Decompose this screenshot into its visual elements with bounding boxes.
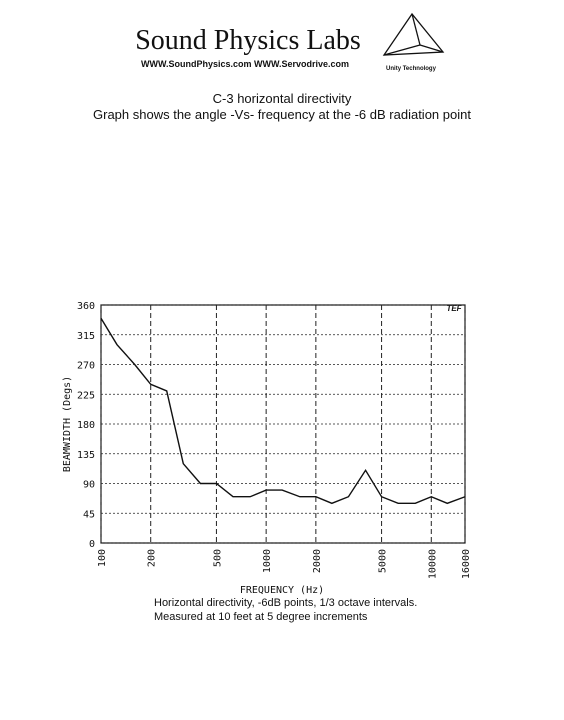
data-line — [100, 317, 466, 505]
logo-text: TEF — [446, 304, 462, 313]
tagline: Unity Technology — [386, 66, 437, 72]
x-axis-label: FREQUENCY (Hz) — [240, 585, 324, 596]
x-tick-label: 10000 — [427, 549, 438, 579]
logo — [382, 12, 445, 56]
caption: Measured at 10 feet at 5 degree incremen… — [154, 611, 368, 623]
y-axis-label: BEAMWIDTH (Degs) — [62, 376, 73, 472]
x-tick-label: 16000 — [461, 549, 472, 579]
chart-subtitle: Graph shows the angle -Vs- frequency at … — [93, 107, 471, 122]
chart-title: C-3 horizontal directivity — [213, 91, 352, 106]
x-tick-label: 5000 — [378, 549, 389, 573]
x-tick-label: 500 — [212, 549, 223, 567]
x-tick-label: 100 — [97, 549, 108, 567]
y-tick-label: 0 — [89, 539, 95, 550]
y-tick-label: 315 — [77, 331, 95, 342]
y-tick-label: 180 — [77, 420, 95, 431]
x-tick-label: 2000 — [312, 549, 323, 573]
y-tick-label: 45 — [83, 509, 95, 520]
brand: Sound Physics Labs — [135, 25, 361, 56]
x-tick-label: 1000 — [262, 549, 273, 573]
y-tick-label: 225 — [77, 390, 95, 401]
websites: WWW.SoundPhysics.com WWW.Servodrive.com — [141, 59, 349, 69]
y-tick-label: 90 — [83, 480, 95, 491]
y-tick-label: 270 — [77, 361, 95, 372]
x-tick-label: 200 — [147, 549, 158, 567]
caption: Horizontal directivity, -6dB points, 1/3… — [154, 597, 417, 609]
y-tick-label: 360 — [77, 301, 95, 312]
y-tick-label: 135 — [77, 450, 95, 461]
